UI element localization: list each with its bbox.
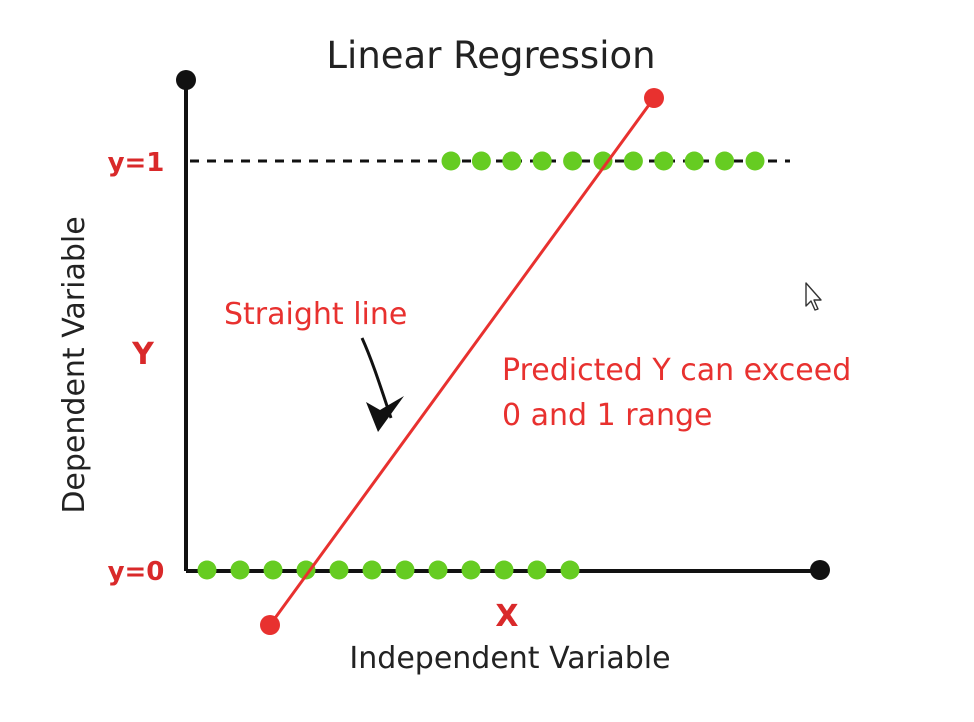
mouse-pointer-icon [805,282,822,311]
y-axis-end-dot [176,70,196,90]
y1-data-point [502,151,522,171]
y0-data-point [362,560,382,580]
y-axis-title: Dependent Variable [57,216,92,513]
regression-line-end-top [644,88,664,108]
y0-data-point [395,560,415,580]
x-axis-symbol: X [495,599,518,634]
y1-data-point [471,151,491,171]
predicted-annotation-line2: 0 and 1 range [502,398,712,433]
y0-data-point [329,560,349,580]
y0-data-point [428,560,448,580]
y-tick-top-label: y=1 [108,148,165,178]
y0-data-point [296,560,316,580]
diagram-title: Linear Regression [326,34,655,77]
y1-data-point [441,151,461,171]
y1-data-point [745,151,765,171]
y0-data-point [461,560,481,580]
y0-data-point [197,560,217,580]
y1-data-point [684,151,704,171]
y1-data-point [623,151,643,171]
y1-data-point [532,151,552,171]
y0-points-group [197,560,580,580]
y1-data-point [715,151,735,171]
y0-data-point [263,560,283,580]
y1-points-group [441,151,765,171]
y0-data-point [527,560,547,580]
y-axis-symbol: Y [131,337,155,372]
x-axis-end-dot [810,560,830,580]
y-tick-bottom-label: y=0 [108,557,165,587]
y1-data-point [563,151,583,171]
y1-data-point [593,151,613,171]
predicted-annotation-line1: Predicted Y can exceed [502,353,851,388]
y0-data-point [494,560,514,580]
x-axis-title: Independent Variable [349,641,670,676]
y0-data-point [230,560,250,580]
straight-line-annotation: Straight line [224,297,407,332]
y0-data-point [560,560,580,580]
regression-line [268,97,656,626]
annotation-arrow [360,337,404,432]
regression-line-end-bottom [260,615,280,635]
y1-data-point [654,151,674,171]
